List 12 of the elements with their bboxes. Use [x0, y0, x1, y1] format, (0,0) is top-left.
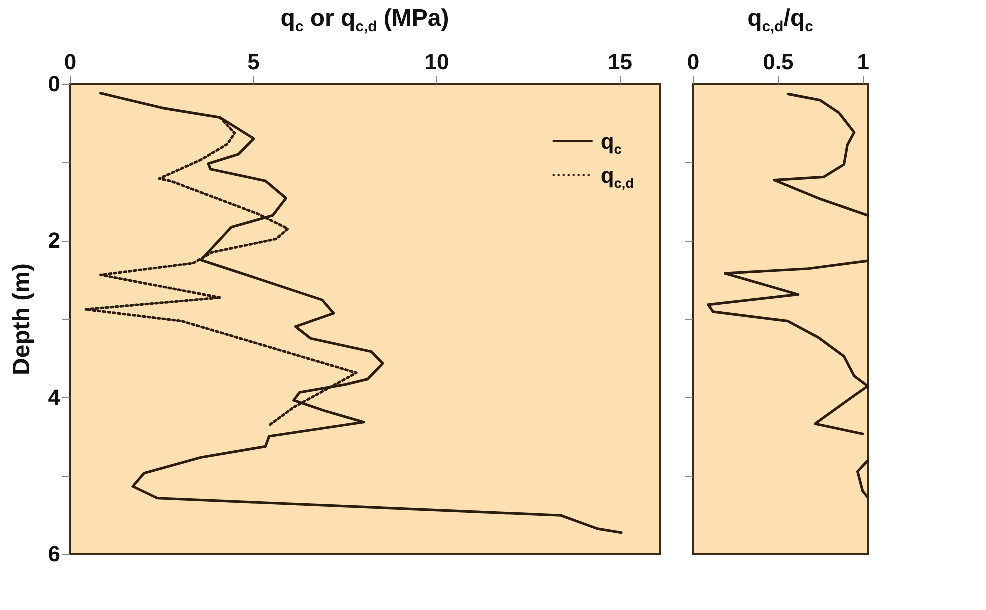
x-tick-label: 5	[248, 50, 260, 74]
x-tick-label: 10	[424, 50, 450, 74]
y-tick-label: 4	[48, 384, 62, 410]
y-axis-title: Depth (m)	[8, 264, 36, 376]
x-tick-label: 0	[687, 50, 700, 74]
y-tick-label: 0	[48, 72, 60, 96]
x-tick-label: 15	[608, 50, 632, 74]
x-tick-label: 1	[857, 50, 870, 74]
x-tick-label: 0.5	[763, 50, 794, 74]
y-tick-label: 6	[48, 542, 60, 566]
y-tick-label: 2	[48, 228, 60, 254]
x-tick-label: 0	[64, 50, 77, 74]
